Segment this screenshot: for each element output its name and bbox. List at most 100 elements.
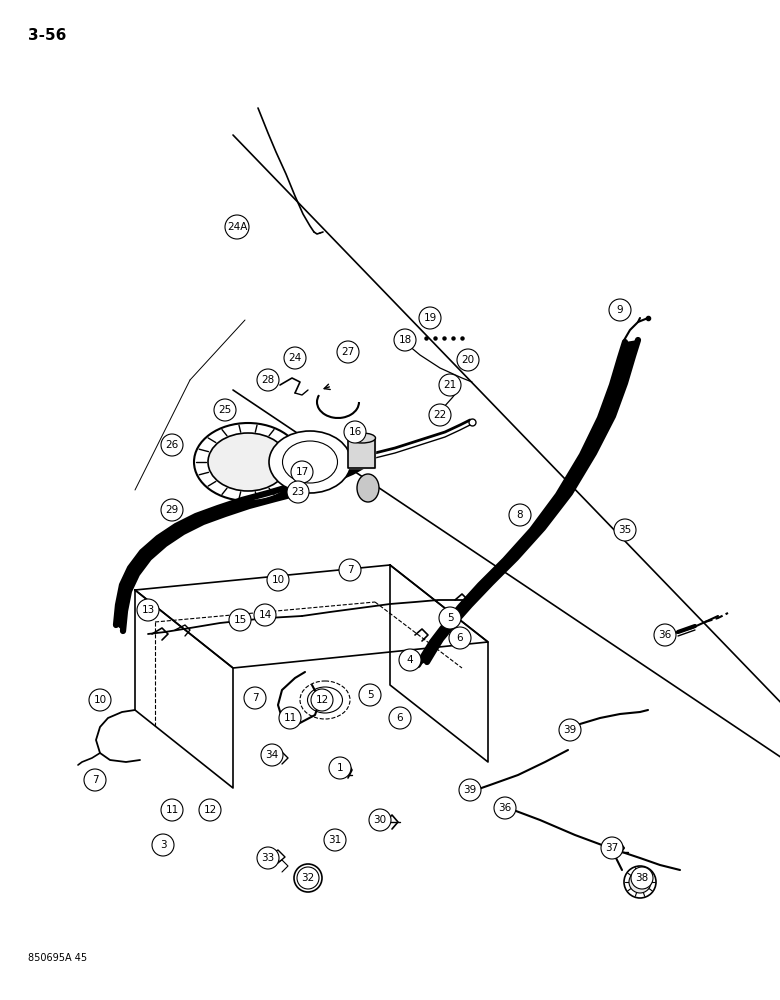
Circle shape — [601, 837, 623, 859]
Circle shape — [635, 877, 645, 887]
Text: 28: 28 — [261, 375, 275, 385]
Circle shape — [324, 829, 346, 851]
Text: 15: 15 — [233, 615, 246, 625]
Text: 23: 23 — [292, 487, 305, 497]
Circle shape — [337, 341, 359, 363]
Circle shape — [137, 599, 159, 621]
Circle shape — [339, 559, 361, 581]
Circle shape — [284, 347, 306, 369]
Circle shape — [369, 809, 391, 831]
Text: 38: 38 — [636, 873, 649, 883]
Circle shape — [429, 404, 451, 426]
Polygon shape — [390, 565, 488, 762]
Circle shape — [152, 834, 174, 856]
Ellipse shape — [194, 423, 302, 501]
Text: 17: 17 — [296, 467, 309, 477]
Ellipse shape — [208, 433, 288, 491]
Circle shape — [624, 866, 656, 898]
Ellipse shape — [349, 433, 375, 443]
Circle shape — [261, 744, 283, 766]
Ellipse shape — [357, 474, 379, 502]
Text: 29: 29 — [165, 505, 179, 515]
Circle shape — [229, 609, 251, 631]
Circle shape — [199, 799, 221, 821]
Circle shape — [359, 684, 381, 706]
Text: 24: 24 — [289, 353, 302, 363]
Text: 13: 13 — [141, 605, 154, 615]
Circle shape — [89, 689, 111, 711]
Polygon shape — [348, 438, 375, 468]
Circle shape — [214, 399, 236, 421]
Text: 36: 36 — [498, 803, 512, 813]
Text: 8: 8 — [516, 510, 523, 520]
Text: 26: 26 — [165, 440, 179, 450]
Text: 4: 4 — [406, 655, 413, 665]
Text: 18: 18 — [399, 335, 412, 345]
Circle shape — [449, 627, 471, 649]
Circle shape — [344, 421, 366, 443]
Text: 25: 25 — [218, 405, 232, 415]
Circle shape — [457, 349, 479, 371]
Circle shape — [459, 779, 481, 801]
Text: 36: 36 — [658, 630, 672, 640]
Text: 34: 34 — [265, 750, 278, 760]
Text: 22: 22 — [434, 410, 447, 420]
Text: 10: 10 — [271, 575, 285, 585]
Text: 21: 21 — [443, 380, 456, 390]
Circle shape — [311, 689, 333, 711]
Text: 6: 6 — [456, 633, 463, 643]
Text: 11: 11 — [283, 713, 296, 723]
Polygon shape — [135, 565, 488, 668]
Text: 7: 7 — [92, 775, 98, 785]
Text: 3-56: 3-56 — [28, 27, 66, 42]
Circle shape — [439, 607, 461, 629]
Circle shape — [631, 867, 653, 889]
Text: 5: 5 — [447, 613, 453, 623]
Circle shape — [84, 769, 106, 791]
Text: 19: 19 — [424, 313, 437, 323]
Text: 24A: 24A — [227, 222, 247, 232]
Text: 37: 37 — [605, 843, 619, 853]
Circle shape — [394, 329, 416, 351]
Text: 850695A 45: 850695A 45 — [28, 953, 87, 963]
Text: 11: 11 — [165, 805, 179, 815]
Circle shape — [161, 499, 183, 521]
Text: 7: 7 — [252, 693, 258, 703]
Circle shape — [494, 797, 516, 819]
Circle shape — [244, 687, 266, 709]
Circle shape — [161, 799, 183, 821]
Circle shape — [329, 757, 351, 779]
Text: 27: 27 — [342, 347, 355, 357]
Circle shape — [161, 434, 183, 456]
Ellipse shape — [269, 431, 351, 493]
Text: 12: 12 — [204, 805, 217, 815]
Circle shape — [287, 481, 309, 503]
Circle shape — [305, 875, 311, 881]
Text: 33: 33 — [261, 853, 275, 863]
Circle shape — [509, 504, 531, 526]
Circle shape — [279, 707, 301, 729]
Polygon shape — [116, 455, 368, 631]
Text: 14: 14 — [258, 610, 271, 620]
Circle shape — [294, 864, 322, 892]
Circle shape — [614, 519, 636, 541]
Text: 30: 30 — [374, 815, 387, 825]
Text: 12: 12 — [315, 695, 328, 705]
Circle shape — [609, 299, 631, 321]
Text: 31: 31 — [328, 835, 342, 845]
Circle shape — [389, 707, 411, 729]
Text: 39: 39 — [463, 785, 477, 795]
Circle shape — [419, 307, 441, 329]
Text: 10: 10 — [94, 695, 107, 705]
Circle shape — [225, 215, 249, 239]
Text: 1: 1 — [337, 763, 343, 773]
Circle shape — [257, 847, 279, 869]
Text: 16: 16 — [349, 427, 362, 437]
Circle shape — [629, 871, 651, 893]
Circle shape — [654, 624, 676, 646]
Text: 9: 9 — [617, 305, 623, 315]
Polygon shape — [418, 340, 638, 665]
Text: 5: 5 — [367, 690, 374, 700]
Text: 39: 39 — [563, 725, 576, 735]
Text: 20: 20 — [462, 355, 474, 365]
